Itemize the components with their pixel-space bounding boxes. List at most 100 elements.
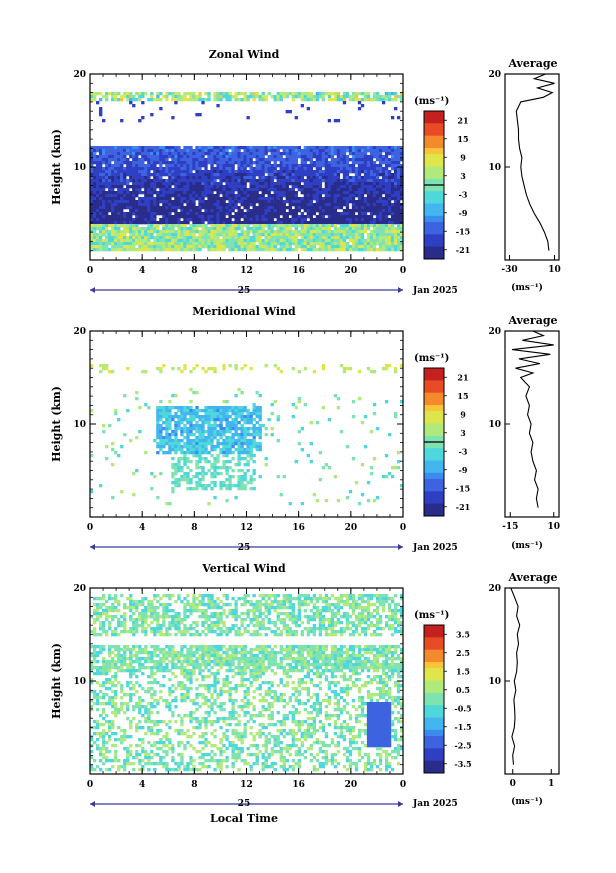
heatmap-cell bbox=[249, 415, 253, 419]
heatmap-cell bbox=[213, 448, 217, 452]
heatmap-cell bbox=[186, 242, 190, 246]
heatmap-cell bbox=[285, 236, 289, 240]
heatmap-cell bbox=[276, 200, 280, 204]
heatmap-cell bbox=[189, 194, 193, 198]
heatmap-cell bbox=[108, 164, 112, 168]
heatmap-cell bbox=[204, 167, 208, 171]
heatmap-cell bbox=[162, 158, 166, 162]
heatmap-cell bbox=[174, 161, 178, 165]
heatmap-cell bbox=[252, 98, 256, 102]
heatmap-cell bbox=[90, 744, 94, 748]
heatmap-cell bbox=[270, 194, 274, 198]
heatmap-cell bbox=[339, 152, 344, 156]
heatmap-cell bbox=[159, 230, 163, 234]
heatmap-cell bbox=[354, 179, 359, 183]
heatmap-cell bbox=[255, 191, 259, 195]
heatmap-cell bbox=[216, 194, 220, 198]
heatmap-cell bbox=[186, 152, 190, 156]
heatmap-cell bbox=[174, 176, 178, 180]
heatmap-cell bbox=[366, 173, 371, 177]
heatmap-cell bbox=[261, 164, 265, 168]
heatmap-cell bbox=[240, 487, 244, 491]
heatmap-cell bbox=[339, 215, 344, 219]
heatmap-cell bbox=[315, 218, 320, 222]
heatmap-cell bbox=[258, 170, 262, 174]
average-y-tick-label: 20 bbox=[488, 327, 501, 337]
heatmap-cell bbox=[186, 239, 190, 243]
heatmap-cell bbox=[195, 248, 199, 252]
heatmap-cell bbox=[111, 197, 115, 201]
heatmap-cell bbox=[132, 239, 136, 243]
heatmap-cell bbox=[135, 230, 139, 234]
heatmap-cell bbox=[378, 248, 383, 252]
heatmap-cell bbox=[177, 158, 181, 162]
heatmap-cell bbox=[288, 233, 292, 237]
heatmap-cell bbox=[165, 197, 169, 201]
heatmap-cell bbox=[378, 95, 383, 99]
heatmap-cell bbox=[204, 215, 208, 219]
heatmap-cell bbox=[90, 245, 94, 249]
heatmap-cell bbox=[96, 224, 100, 228]
heatmap-cell bbox=[231, 191, 235, 195]
heatmap-cell bbox=[288, 197, 292, 201]
heatmap-cell bbox=[354, 161, 359, 165]
heatmap-cell bbox=[123, 92, 127, 96]
heatmap-cell bbox=[111, 179, 115, 183]
heatmap-cell bbox=[174, 236, 178, 240]
heatmap-cell bbox=[129, 209, 133, 213]
heatmap-cell bbox=[165, 239, 169, 243]
heatmap-cell bbox=[198, 442, 202, 446]
heatmap-cell bbox=[210, 433, 214, 437]
heatmap-cell bbox=[117, 197, 121, 201]
heatmap-cell bbox=[192, 248, 196, 252]
heatmap-cell bbox=[141, 164, 145, 168]
heatmap-cell bbox=[243, 421, 247, 425]
heatmap-cell bbox=[252, 167, 256, 171]
heatmap-cell bbox=[177, 191, 181, 195]
heatmap-cell bbox=[300, 185, 304, 189]
x-tick-label: 0 bbox=[400, 266, 406, 276]
heatmap-cell bbox=[243, 406, 247, 410]
heatmap-cell bbox=[219, 188, 223, 192]
heatmap-cell bbox=[246, 430, 250, 434]
heatmap-cell bbox=[90, 209, 94, 213]
heatmap-cell bbox=[303, 215, 307, 219]
heatmap-cell bbox=[348, 158, 353, 162]
heatmap-cell bbox=[159, 170, 163, 174]
heatmap-cell bbox=[264, 167, 268, 171]
heatmap-cell bbox=[345, 146, 350, 150]
heatmap-cell bbox=[219, 233, 223, 237]
heatmap-cell bbox=[120, 239, 124, 243]
heatmap-cell bbox=[201, 451, 205, 455]
heatmap-cell bbox=[198, 448, 202, 452]
heatmap-cell bbox=[225, 236, 229, 240]
heatmap-cell bbox=[159, 173, 163, 177]
heatmap-cell bbox=[204, 179, 208, 183]
heatmap-cell bbox=[108, 215, 112, 219]
heatmap-cell bbox=[384, 200, 389, 204]
heatmap-cell bbox=[276, 209, 280, 213]
heatmap-cell bbox=[324, 200, 329, 204]
heatmap-cell bbox=[351, 146, 356, 150]
heatmap-cell bbox=[186, 236, 190, 240]
heatmap-cell bbox=[279, 155, 283, 159]
heatmap-cell bbox=[318, 218, 323, 222]
heatmap-cell bbox=[324, 248, 329, 252]
heatmap-cell bbox=[396, 200, 401, 204]
heatmap-cell bbox=[138, 218, 142, 222]
heatmap-cell bbox=[90, 236, 94, 240]
heatmap-cell bbox=[354, 236, 359, 240]
heatmap-cell bbox=[249, 173, 253, 177]
heatmap-cell bbox=[180, 98, 184, 102]
heatmap-cell bbox=[351, 206, 356, 210]
heatmap-cell bbox=[210, 236, 214, 240]
heatmap-cell bbox=[189, 182, 193, 186]
heatmap-cell bbox=[186, 182, 190, 186]
heatmap-cell bbox=[129, 101, 133, 105]
heatmap-cell bbox=[297, 442, 301, 446]
heatmap-cell bbox=[330, 221, 335, 225]
heatmap-cell bbox=[213, 463, 217, 467]
heatmap-cell bbox=[213, 427, 217, 431]
heatmap-cell bbox=[312, 164, 317, 168]
